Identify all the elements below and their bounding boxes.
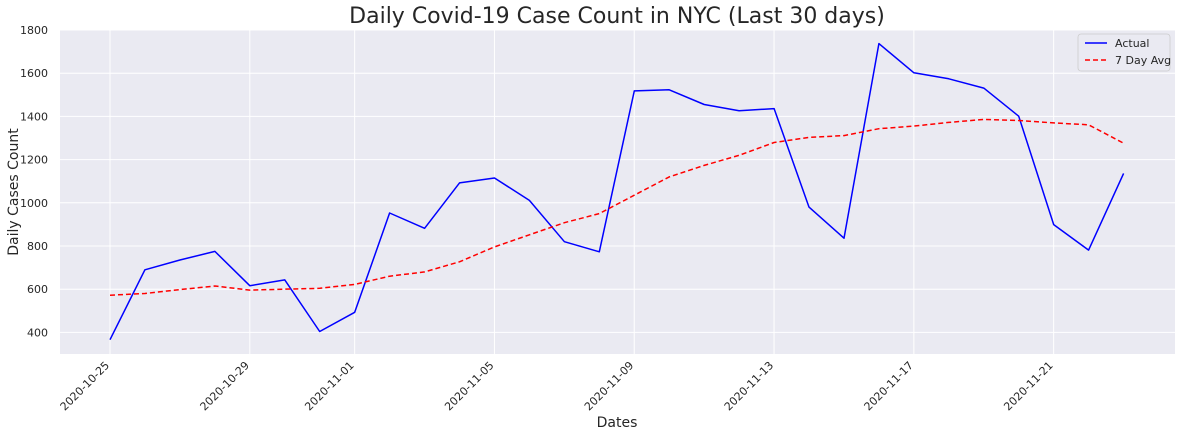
chart-title: Daily Covid-19 Case Count in NYC (Last 3… (349, 4, 885, 29)
x-tick-label-2020-10-29: 2020-10-29 (198, 359, 252, 413)
legend-label-7day-avg: 7 Day Avg (1115, 54, 1171, 67)
y-tick-label-1200: 1200 (20, 154, 48, 167)
y-tick-label-600: 600 (27, 283, 48, 296)
y-axis-ticks: 400 600 800 1000 1200 1400 1600 1800 (20, 24, 48, 339)
x-tick-label-2020-11-01: 2020-11-01 (302, 359, 356, 413)
y-tick-label-400: 400 (27, 326, 48, 339)
x-tick-label-2020-11-13: 2020-11-13 (722, 359, 776, 413)
y-tick-label-1000: 1000 (20, 197, 48, 210)
y-tick-label-800: 800 (27, 240, 48, 253)
y-tick-label-1400: 1400 (20, 110, 48, 123)
y-axis-label: Daily Cases Count (6, 128, 22, 256)
x-tick-label-2020-11-17: 2020-11-17 (862, 359, 916, 413)
grid-lines (60, 29, 1175, 354)
x-axis-ticks: 2020-10-25 2020-10-29 2020-11-01 2020-11-05… (58, 359, 1056, 413)
series-line-actual (109, 42, 1125, 341)
y-tick-label-1800: 1800 (20, 24, 48, 37)
legend-label-actual: Actual (1115, 37, 1149, 50)
x-tick-label-2020-11-05: 2020-11-05 (442, 359, 496, 413)
plot-background (60, 30, 1175, 354)
x-tick-label-2020-11-21: 2020-11-21 (1001, 359, 1055, 413)
x-axis-label: Dates (597, 415, 638, 431)
x-tick-label-2020-11-09: 2020-11-09 (582, 359, 636, 413)
legend: Actual 7 Day Avg (1077, 33, 1171, 72)
series-layer (109, 42, 1125, 341)
x-tick-label-2020-10-25: 2020-10-25 (58, 359, 112, 413)
series-line-7-day-avg (109, 118, 1124, 296)
y-tick-label-1600: 1600 (20, 67, 48, 80)
